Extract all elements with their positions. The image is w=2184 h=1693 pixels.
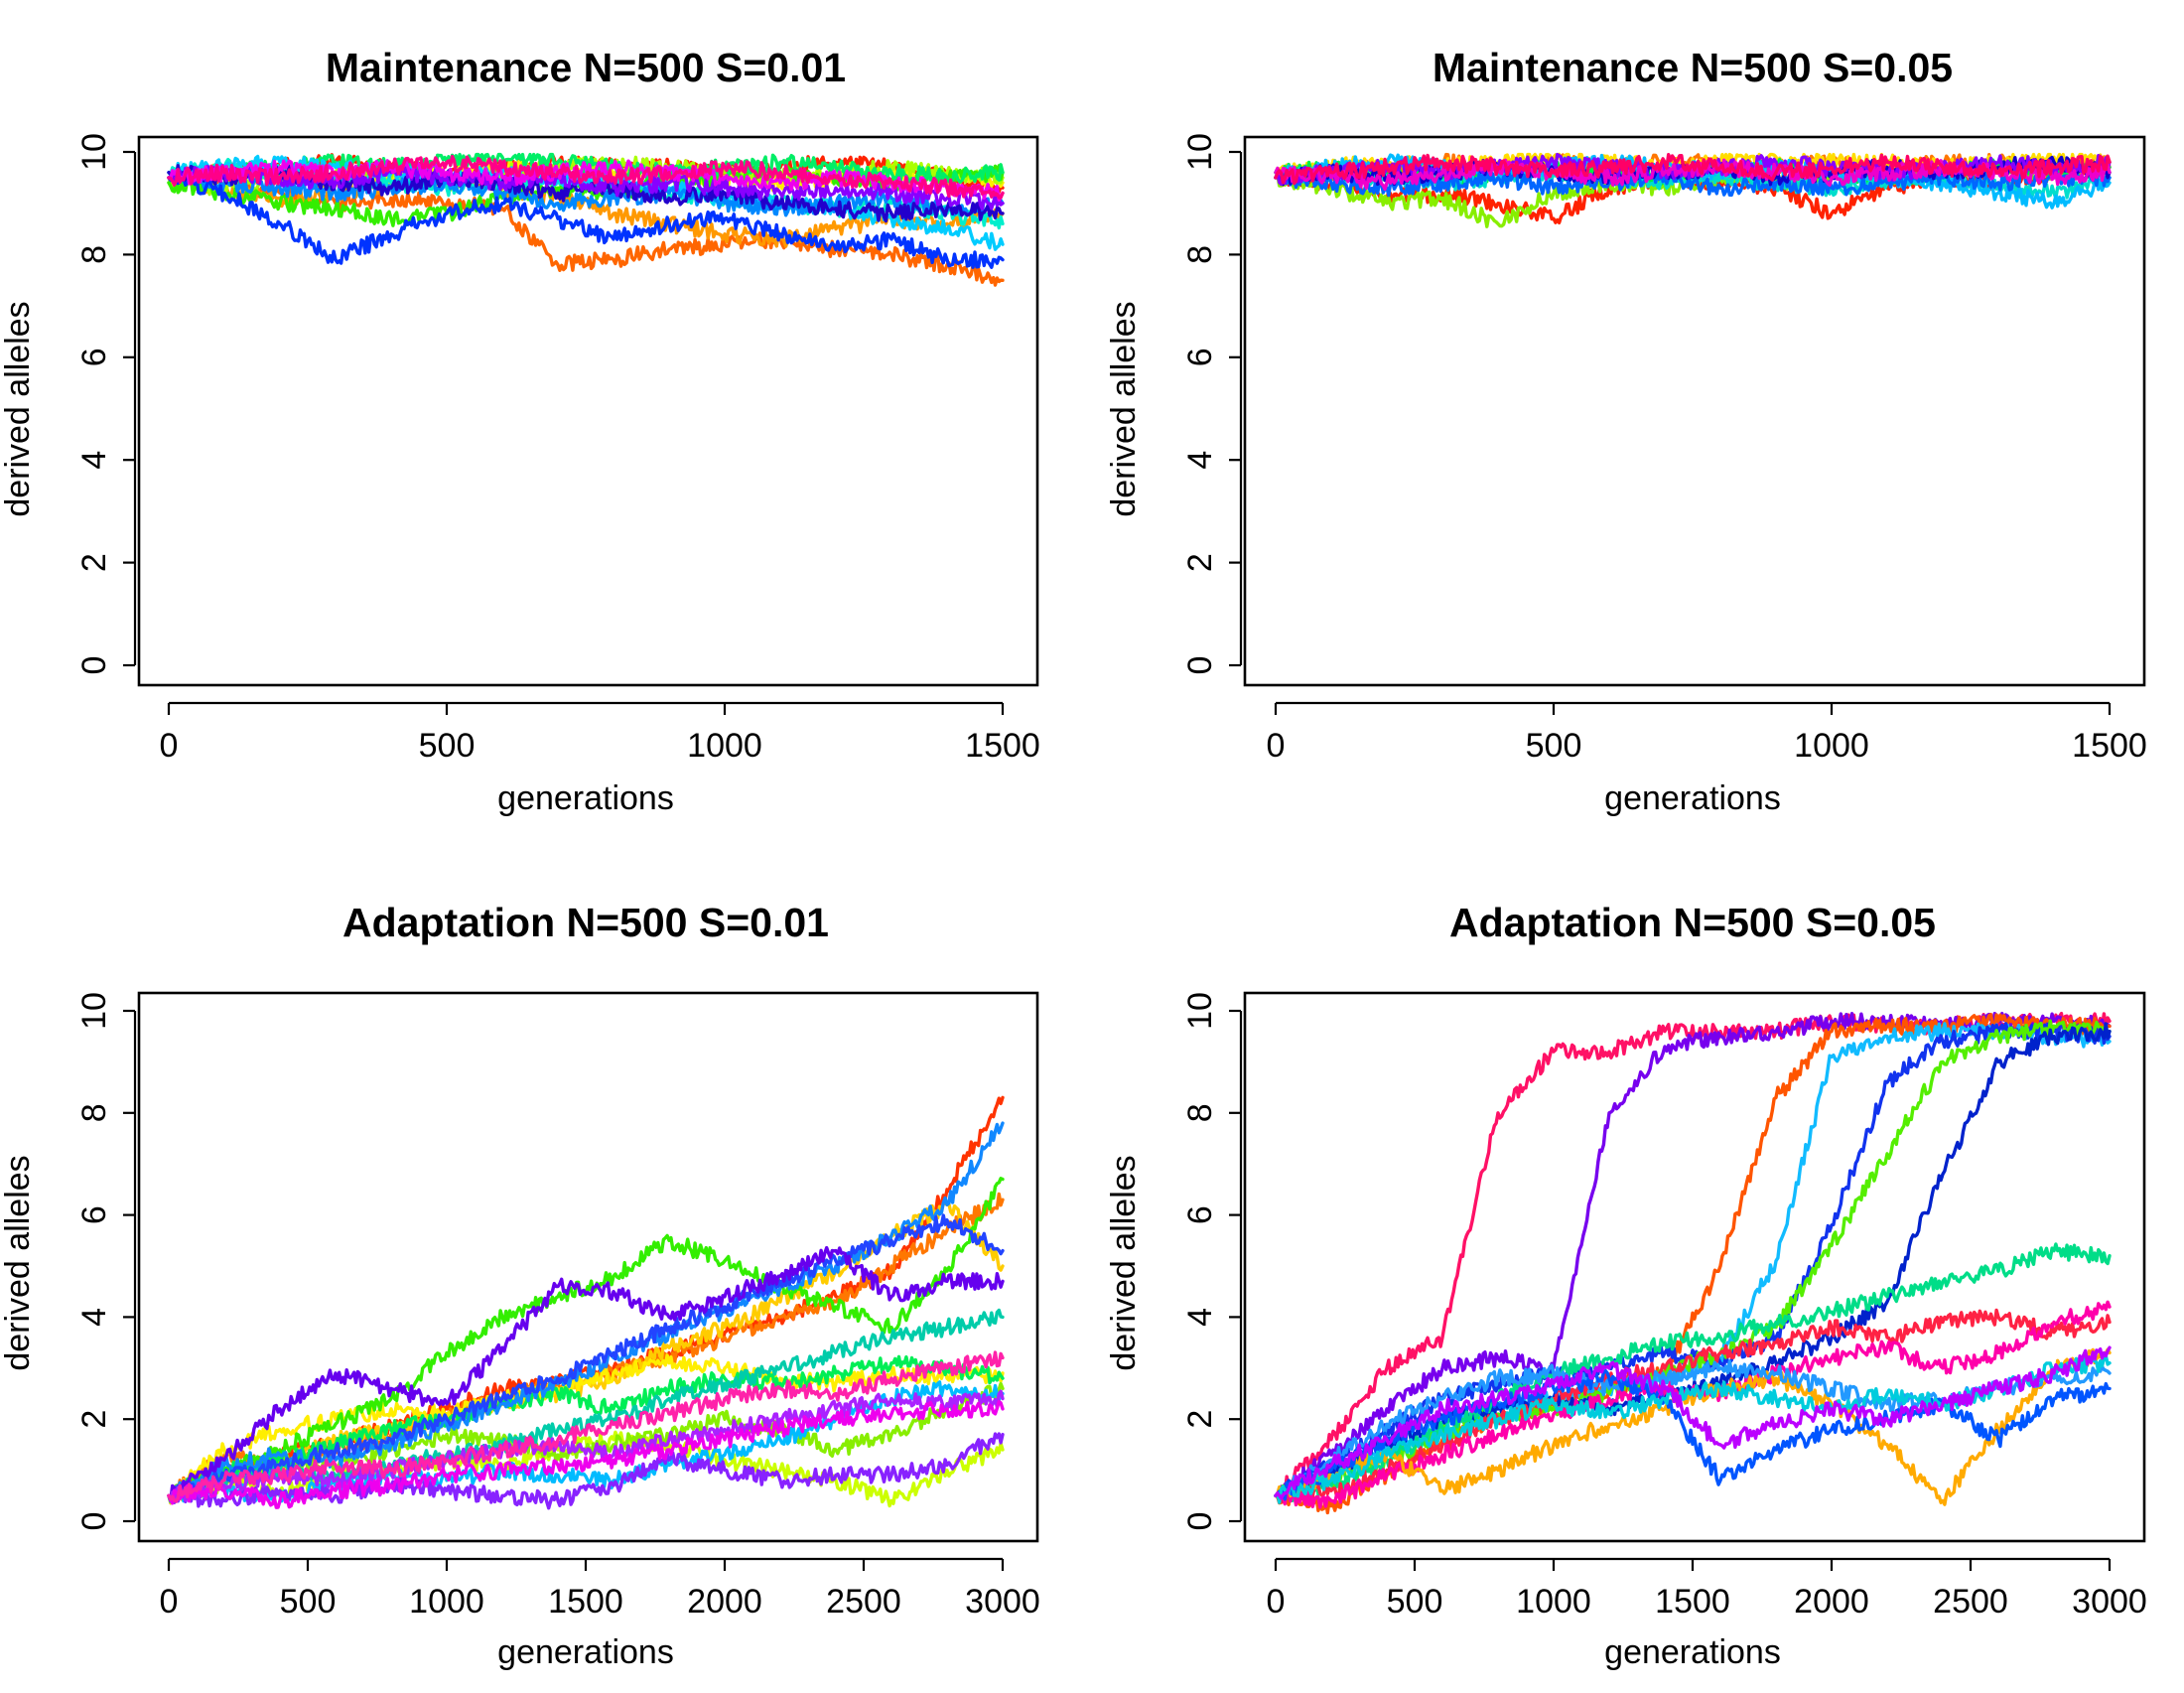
x-tick-label: 1000 [409,1583,484,1621]
chart-title: Maintenance N=500 S=0.01 [326,45,846,90]
x-tick-label: 2000 [687,1583,762,1621]
plot-frame [1243,135,2146,687]
y-tick-label: 10 [75,133,113,171]
y-tick-label: 10 [1181,133,1219,171]
y-axis: 0 2 4 6 8 10 [1181,133,1243,675]
panel-adaptation-s001: Adaptation N=500 S=0.01 generations deri… [0,900,1040,1671]
series-line [1274,1347,2112,1506]
series-line [167,1399,1005,1509]
x-axis-label: generations [1604,1633,1781,1671]
y-tick-label: 0 [75,656,113,675]
series-line [167,171,1005,269]
y-tick-label: 0 [75,1512,113,1531]
y-tick-label: 8 [1181,1103,1219,1122]
y-axis-label: derived alleles [1105,1155,1143,1370]
series-line [167,1350,1005,1503]
plot-frame [137,991,1039,1543]
y-tick-label: 4 [75,1308,113,1327]
x-tick-label: 1000 [1794,727,1869,765]
x-tick-label: 2500 [826,1583,901,1621]
x-axis-label: generations [497,779,674,817]
y-tick-label: 4 [1181,1308,1219,1327]
series-line [167,1389,1005,1502]
x-tick-label: 1500 [1655,1583,1730,1621]
x-tick-label: 3000 [965,1583,1040,1621]
x-axis: 0 500 1000 1500 [160,701,1040,765]
x-tick-label: 0 [1267,727,1286,765]
series-lines [167,152,1005,287]
series-line [167,1245,1005,1501]
plot-frame [137,135,1039,687]
series-line [1274,1308,2112,1504]
x-tick-label: 500 [1387,1583,1443,1621]
x-axis: 0 500 1000 1500 [1267,701,2147,765]
series-line [167,154,1005,200]
y-axis: 0 2 4 6 8 10 [75,992,137,1531]
panel-maintenance-s005: Maintenance N=500 S=0.05 generations der… [1105,45,2147,817]
series-line [167,1213,1005,1502]
y-axis-label: derived alleles [0,1155,37,1370]
x-tick-label: 0 [160,727,179,765]
y-axis: 0 2 4 6 8 10 [75,133,137,675]
y-tick-label: 0 [1181,656,1219,675]
series-lines [1274,1011,2112,1515]
y-tick-label: 10 [75,992,113,1030]
y-tick-label: 8 [1181,245,1219,264]
series-line [167,159,1005,202]
plot-frame [1243,991,2146,1543]
y-tick-label: 6 [75,348,113,366]
x-tick-label: 1000 [687,727,762,765]
y-tick-label: 6 [75,1205,113,1224]
y-tick-label: 10 [1181,992,1219,1030]
chart-title: Adaptation N=500 S=0.05 [1449,900,1936,945]
y-tick-label: 2 [1181,1410,1219,1429]
x-axis-label: generations [497,1633,674,1671]
y-tick-label: 4 [75,451,113,470]
chart-title: Adaptation N=500 S=0.01 [342,900,829,945]
y-tick-label: 2 [75,1410,113,1429]
x-tick-label: 1500 [548,1583,623,1621]
series-line [1274,1022,2112,1497]
x-axis: 0 500 1000 1500 2000 2500 3000 [1267,1557,2147,1621]
series-line [1274,1345,2112,1500]
y-tick-label: 8 [75,245,113,264]
y-axis-label: derived alleles [0,301,37,516]
series-line [1274,158,2112,192]
x-axis-label: generations [1604,779,1781,817]
series-line [167,1353,1005,1503]
series-line [1274,1242,2112,1502]
series-line [167,171,1005,217]
series-lines [167,1095,1005,1510]
y-tick-label: 8 [75,1103,113,1122]
x-tick-label: 1500 [2072,727,2147,765]
x-tick-label: 0 [160,1583,179,1621]
y-axis-label: derived alleles [1105,301,1143,516]
panel-adaptation-s005: Adaptation N=500 S=0.05 generations deri… [1105,900,2147,1671]
y-tick-label: 0 [1181,1512,1219,1531]
y-tick-label: 2 [1181,553,1219,572]
chart-title: Maintenance N=500 S=0.05 [1433,45,1953,90]
x-axis: 0 500 1000 1500 2000 2500 3000 [160,1557,1040,1621]
x-tick-label: 1500 [965,727,1040,765]
series-line [1274,153,2112,186]
x-tick-label: 500 [419,727,476,765]
y-tick-label: 4 [1181,451,1219,470]
x-tick-label: 1000 [1516,1583,1591,1621]
x-tick-label: 500 [1526,727,1582,765]
x-tick-label: 2000 [1794,1583,1869,1621]
panel-maintenance-s001: Maintenance N=500 S=0.01 generations der… [0,45,1040,817]
x-tick-label: 0 [1267,1583,1286,1621]
series-lines [1274,152,2112,228]
y-tick-label: 2 [75,553,113,572]
x-tick-label: 500 [280,1583,337,1621]
x-tick-label: 2500 [1933,1583,2008,1621]
x-tick-label: 3000 [2072,1583,2147,1621]
y-tick-label: 6 [1181,1205,1219,1224]
y-axis: 0 2 4 6 8 10 [1181,992,1243,1531]
y-tick-label: 6 [1181,348,1219,366]
